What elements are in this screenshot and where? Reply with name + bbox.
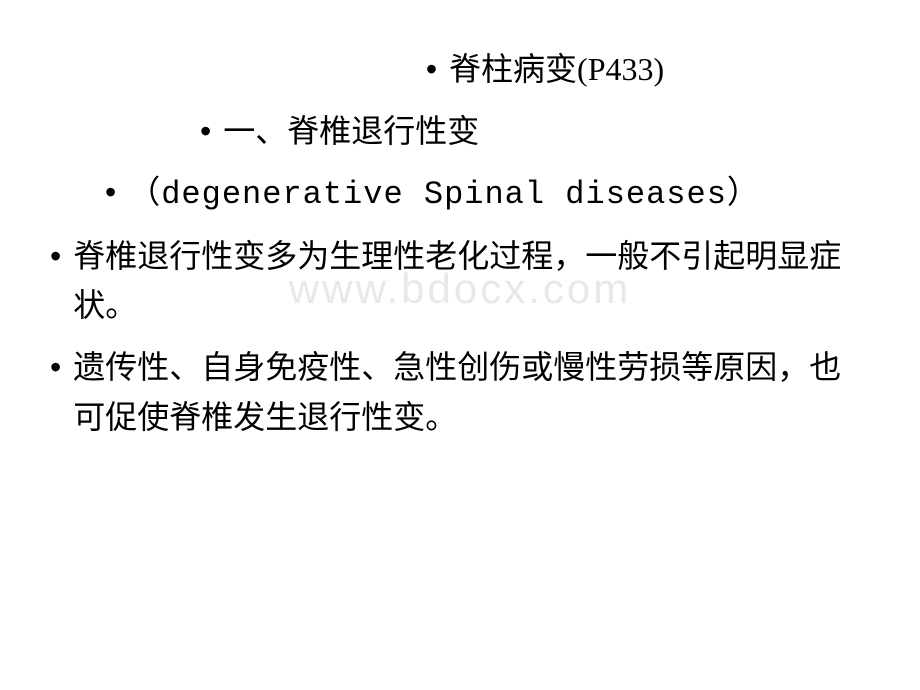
bullet-item-4: • 脊椎退行性变多为生理性老化过程，一般不引起明显症状。	[50, 232, 870, 331]
bullet-item-1: • 脊柱病变(P433)	[50, 45, 870, 95]
bullet-marker: •	[200, 107, 211, 157]
bullet-item-3: • （degenerative Spinal diseases）	[50, 168, 870, 220]
bullet-text: 遗传性、自身免疫性、急性创伤或慢性劳损等原因，也可促使脊椎发生退行性变。	[73, 343, 870, 442]
slide-content: • 脊柱病变(P433) • 一、脊椎退行性变 • （degenerative …	[0, 45, 920, 442]
bullet-marker: •	[426, 45, 437, 95]
bullet-item-5: • 遗传性、自身免疫性、急性创伤或慢性劳损等原因，也可促使脊椎发生退行性变。	[50, 343, 870, 442]
bullet-text: 脊椎退行性变多为生理性老化过程，一般不引起明显症状。	[73, 232, 870, 331]
bullet-item-2: • 一、脊椎退行性变	[50, 107, 870, 157]
bullet-marker: •	[50, 343, 61, 393]
bullet-marker: •	[105, 168, 116, 218]
bullet-text: 一、脊椎退行性变	[223, 107, 479, 157]
bullet-marker: •	[50, 232, 61, 282]
bullet-text: （degenerative Spinal diseases）	[128, 168, 760, 220]
bullet-text: 脊柱病变(P433)	[449, 45, 664, 95]
